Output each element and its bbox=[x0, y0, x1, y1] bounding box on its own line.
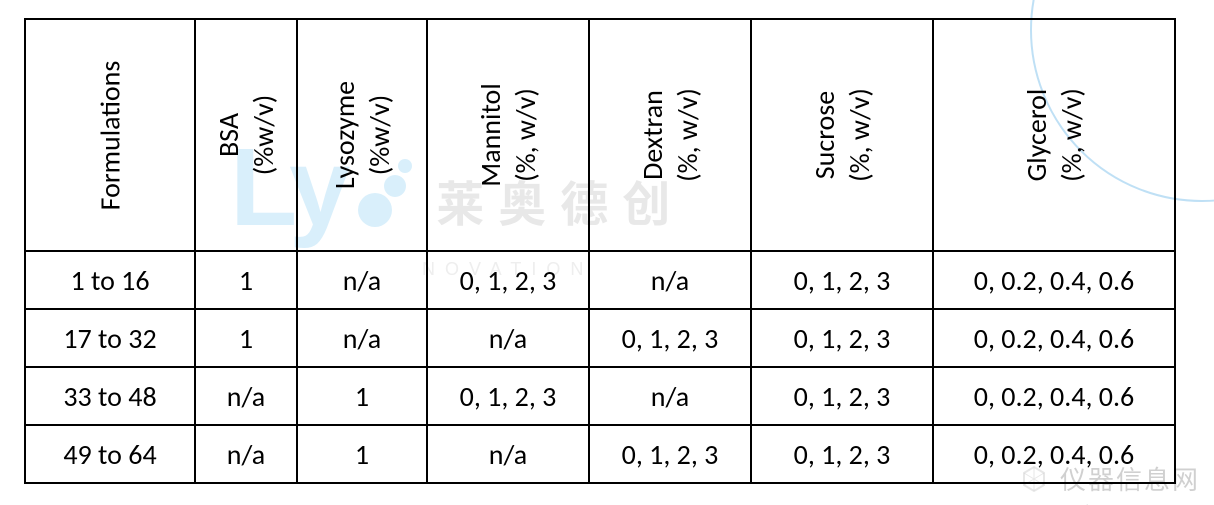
cell: 0, 0.2, 0.4, 0.6 bbox=[933, 309, 1175, 367]
cell: 49 to 64 bbox=[25, 425, 195, 483]
col-header-mannitol: Mannitol(%, w/v) bbox=[427, 19, 589, 251]
cell: 17 to 32 bbox=[25, 309, 195, 367]
formulations-table: Formulations BSA(%w/v) Lysozyme(%w/v) Ma… bbox=[24, 18, 1176, 484]
col-header-formulations: Formulations bbox=[25, 19, 195, 251]
table-row: 33 to 48 n/a 1 0, 1, 2, 3 n/a 0, 1, 2, 3… bbox=[25, 367, 1175, 425]
cell: n/a bbox=[427, 425, 589, 483]
cell: 1 bbox=[195, 309, 297, 367]
cell: 0, 0.2, 0.4, 0.6 bbox=[933, 367, 1175, 425]
cell: 1 bbox=[195, 251, 297, 309]
cell: 1 to 16 bbox=[25, 251, 195, 309]
cell: n/a bbox=[589, 251, 751, 309]
cell: 0, 1, 2, 3 bbox=[589, 425, 751, 483]
cell: 0, 0.2, 0.4, 0.6 bbox=[933, 425, 1175, 483]
cell: n/a bbox=[297, 251, 427, 309]
corner-watermark-sub: www.instrument.com.cn bbox=[1020, 501, 1200, 505]
cell: n/a bbox=[195, 367, 297, 425]
table-header-row: Formulations BSA(%w/v) Lysozyme(%w/v) Ma… bbox=[25, 19, 1175, 251]
cell: 0, 1, 2, 3 bbox=[589, 309, 751, 367]
cell: 0, 1, 2, 3 bbox=[751, 425, 933, 483]
cell: 0, 1, 2, 3 bbox=[751, 251, 933, 309]
cell: 0, 1, 2, 3 bbox=[751, 309, 933, 367]
cell: 0, 0.2, 0.4, 0.6 bbox=[933, 251, 1175, 309]
cell: 0, 1, 2, 3 bbox=[427, 251, 589, 309]
cell: 0, 1, 2, 3 bbox=[751, 367, 933, 425]
cell: n/a bbox=[427, 309, 589, 367]
table-body: 1 to 16 1 n/a 0, 1, 2, 3 n/a 0, 1, 2, 3 … bbox=[25, 251, 1175, 483]
cell: 33 to 48 bbox=[25, 367, 195, 425]
table-row: 17 to 32 1 n/a n/a 0, 1, 2, 3 0, 1, 2, 3… bbox=[25, 309, 1175, 367]
col-header-bsa: BSA(%w/v) bbox=[195, 19, 297, 251]
cell: n/a bbox=[297, 309, 427, 367]
col-header-lysozyme: Lysozyme(%w/v) bbox=[297, 19, 427, 251]
cell: 1 bbox=[297, 367, 427, 425]
table-row: 49 to 64 n/a 1 n/a 0, 1, 2, 3 0, 1, 2, 3… bbox=[25, 425, 1175, 483]
cell: n/a bbox=[195, 425, 297, 483]
table-header: Formulations BSA(%w/v) Lysozyme(%w/v) Ma… bbox=[25, 19, 1175, 251]
col-header-dextran: Dextran(%, w/v) bbox=[589, 19, 751, 251]
cell: 1 bbox=[297, 425, 427, 483]
table-row: 1 to 16 1 n/a 0, 1, 2, 3 n/a 0, 1, 2, 3 … bbox=[25, 251, 1175, 309]
col-header-sucrose: Sucrose(%, w/v) bbox=[751, 19, 933, 251]
cell: 0, 1, 2, 3 bbox=[427, 367, 589, 425]
cell: n/a bbox=[589, 367, 751, 425]
col-header-glycerol: Glycerol(%, w/v) bbox=[933, 19, 1175, 251]
